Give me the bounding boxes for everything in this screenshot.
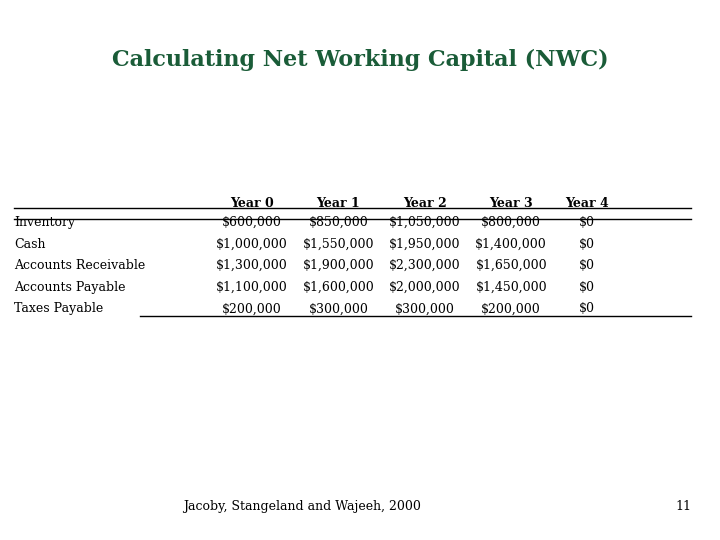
Text: $0: $0 bbox=[579, 281, 595, 294]
Text: Year 3: Year 3 bbox=[490, 197, 533, 210]
Text: $1,400,000: $1,400,000 bbox=[475, 238, 547, 251]
Text: $0: $0 bbox=[579, 259, 595, 272]
Text: Year 2: Year 2 bbox=[403, 197, 446, 210]
Text: $1,600,000: $1,600,000 bbox=[302, 281, 374, 294]
Text: $1,550,000: $1,550,000 bbox=[302, 238, 374, 251]
Text: $1,300,000: $1,300,000 bbox=[216, 259, 288, 272]
Text: Year 1: Year 1 bbox=[317, 197, 360, 210]
Text: $600,000: $600,000 bbox=[222, 216, 282, 229]
Text: $300,000: $300,000 bbox=[395, 302, 455, 315]
Text: $2,300,000: $2,300,000 bbox=[389, 259, 461, 272]
Text: Inventory: Inventory bbox=[14, 216, 76, 229]
Text: 11: 11 bbox=[675, 500, 691, 513]
Text: Accounts Receivable: Accounts Receivable bbox=[14, 259, 145, 272]
Text: $0: $0 bbox=[579, 238, 595, 251]
Text: $2,000,000: $2,000,000 bbox=[389, 281, 461, 294]
Text: $300,000: $300,000 bbox=[308, 302, 369, 315]
Text: $1,950,000: $1,950,000 bbox=[389, 238, 461, 251]
Text: Calculating Net Working Capital (NWC): Calculating Net Working Capital (NWC) bbox=[112, 49, 608, 71]
Text: $850,000: $850,000 bbox=[309, 216, 368, 229]
Text: Year 0: Year 0 bbox=[230, 197, 274, 210]
Text: Cash: Cash bbox=[14, 238, 46, 251]
Text: $1,650,000: $1,650,000 bbox=[475, 259, 547, 272]
Text: Year 4: Year 4 bbox=[565, 197, 608, 210]
Text: $1,050,000: $1,050,000 bbox=[389, 216, 461, 229]
Text: $200,000: $200,000 bbox=[482, 302, 541, 315]
Text: $800,000: $800,000 bbox=[481, 216, 541, 229]
Text: Taxes Payable: Taxes Payable bbox=[14, 302, 104, 315]
Text: $0: $0 bbox=[579, 216, 595, 229]
Text: $0: $0 bbox=[579, 302, 595, 315]
Text: $1,450,000: $1,450,000 bbox=[475, 281, 547, 294]
Text: $200,000: $200,000 bbox=[222, 302, 282, 315]
Text: Accounts Payable: Accounts Payable bbox=[14, 281, 126, 294]
Text: $1,100,000: $1,100,000 bbox=[216, 281, 288, 294]
Text: $1,900,000: $1,900,000 bbox=[302, 259, 374, 272]
Text: Jacoby, Stangeland and Wajeeh, 2000: Jacoby, Stangeland and Wajeeh, 2000 bbox=[184, 500, 421, 513]
Text: $1,000,000: $1,000,000 bbox=[216, 238, 288, 251]
